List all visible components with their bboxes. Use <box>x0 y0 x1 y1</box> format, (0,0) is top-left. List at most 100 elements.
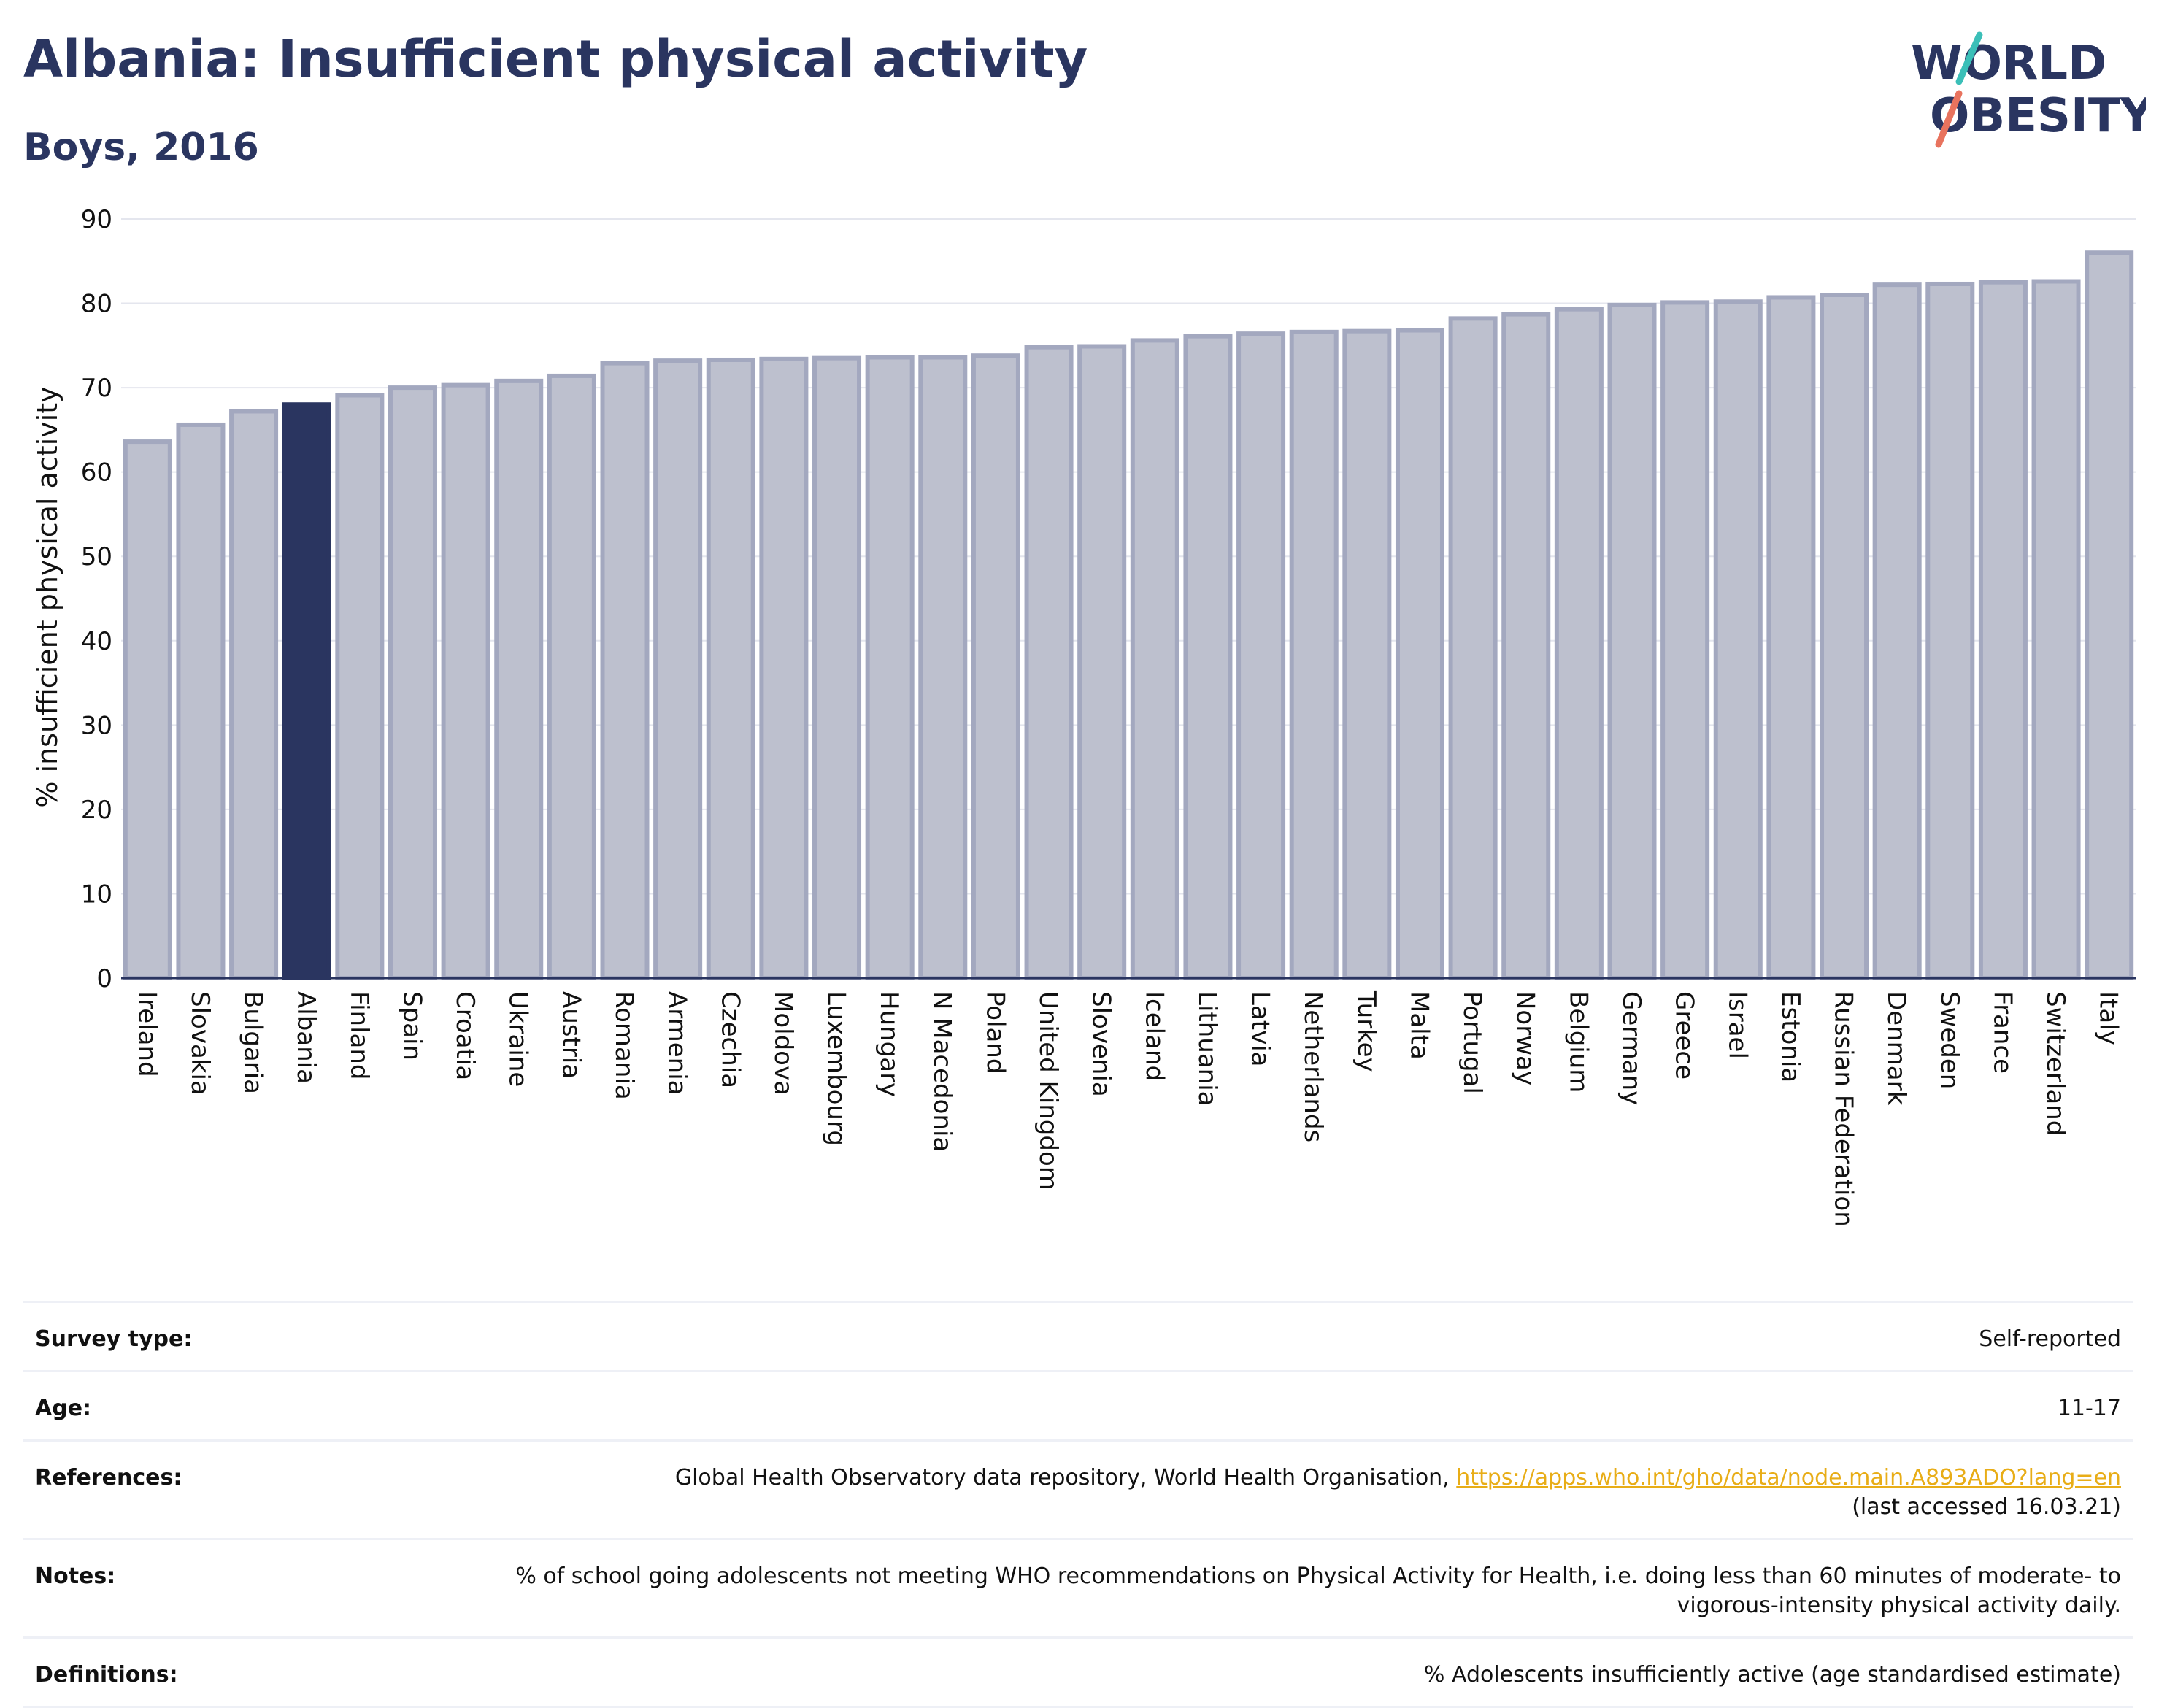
logo-slash-teal <box>1955 31 1983 85</box>
x-tick-label: Poland <box>980 991 1009 1074</box>
x-tick-label: Denmark <box>1882 991 1911 1106</box>
x-tick-label: United Kingdom <box>1034 991 1063 1190</box>
bar-armenia <box>653 358 703 980</box>
y-tick-label: 60 <box>81 458 112 488</box>
x-tick-label: Croatia <box>450 991 480 1080</box>
x-tick-label: Albania <box>291 991 320 1084</box>
x-tick-label: Ireland <box>132 991 161 1077</box>
bar-estonia <box>1766 295 1816 980</box>
y-tick-label: 50 <box>81 542 112 572</box>
x-tick-label: Austria <box>556 991 585 1079</box>
bar-germany <box>1607 302 1657 981</box>
row-key: Notes: <box>35 1563 116 1589</box>
x-tick-label: France <box>1987 991 2017 1074</box>
bar-spain <box>388 385 437 980</box>
bar-portugal <box>1448 316 1498 981</box>
y-tick-label: 70 <box>81 374 112 403</box>
y-tick-label: 10 <box>81 880 112 909</box>
bar-russian-federation <box>1820 293 1869 980</box>
bar-croatia <box>441 382 490 980</box>
logo-slash-coral <box>1935 90 1963 148</box>
bar-lithuania <box>1183 334 1233 981</box>
y-tick-label: 0 <box>96 964 112 993</box>
bar-italy <box>2085 250 2134 980</box>
bar-norway <box>1501 312 1551 981</box>
row-key: References: <box>35 1465 182 1490</box>
x-tick-label: Malta <box>1404 991 1433 1060</box>
x-tick-label: Russian Federation <box>1829 991 1858 1227</box>
reference-accessed: (last accessed 16.03.21) <box>1852 1494 2121 1520</box>
x-tick-label: Estonia <box>1776 991 1805 1082</box>
x-tick-label: Lithuania <box>1193 991 1222 1106</box>
bar-malta <box>1395 328 1444 980</box>
bar-slovenia <box>1077 344 1127 980</box>
bar-belgium <box>1554 307 1604 980</box>
bar-chart: 0 10 20 30 40 50 60 70 80 90 Ireland Slovakia Bulga… <box>31 205 2136 1227</box>
bar-netherlands <box>1289 329 1339 981</box>
x-tick-label: Slovakia <box>185 991 215 1096</box>
reference-link[interactable]: https://apps.who.int/gho/data/node.main.… <box>1456 1465 2121 1490</box>
x-tick-label: Czechia <box>715 991 744 1088</box>
row-references: References: Global Health Observatory da… <box>23 1439 2133 1538</box>
x-tick-label: Greece <box>1670 991 1699 1080</box>
bar-latvia <box>1236 331 1286 980</box>
logo-line1: WORLD <box>1911 36 2106 91</box>
row-key: Age: <box>35 1396 92 1421</box>
x-tick-label: Moldova <box>769 991 798 1096</box>
x-tick-label: Israel <box>1723 991 1752 1059</box>
row-value: % Adolescents insufficiently active (age… <box>1423 1662 2121 1688</box>
x-tick-label: Norway <box>1511 991 1540 1085</box>
y-tick-label: 90 <box>81 205 112 234</box>
x-tick-label: Sweden <box>1935 991 1964 1089</box>
bar-ireland <box>123 439 172 980</box>
y-tick-label: 40 <box>81 627 112 656</box>
x-tick-label: Finland <box>345 991 374 1080</box>
bar-finland <box>335 393 385 980</box>
y-tick-label: 20 <box>81 796 112 825</box>
x-tick-label: Portugal <box>1458 991 1487 1094</box>
x-tick-label: Armenia <box>663 991 692 1096</box>
row-value: Self-reported <box>1979 1326 2121 1352</box>
bar-united-kingdom <box>1024 345 1074 980</box>
bar-poland <box>971 353 1020 980</box>
x-tick-label: Bulgaria <box>239 991 268 1094</box>
x-tick-label: Switzerland <box>2041 991 2070 1136</box>
x-tick-label: Netherlands <box>1298 991 1328 1142</box>
bar-france <box>1978 280 2028 980</box>
x-tick-label: Hungary <box>874 991 904 1097</box>
x-tick-label: Romania <box>609 991 639 1100</box>
bars <box>123 250 2134 981</box>
row-value: 11-17 <box>2057 1396 2121 1421</box>
x-tick-label: N Macedonia <box>928 991 957 1152</box>
bar-bulgaria <box>229 409 279 980</box>
bar-czechia <box>706 357 755 980</box>
page-subtitle: Boys, 2016 <box>23 126 259 169</box>
page-title: Albania: Insufficient physical activity <box>23 29 1088 89</box>
bar-moldova <box>759 356 809 981</box>
row-survey-type: Survey type: Self-reported <box>23 1301 2133 1370</box>
bar-slovakia <box>176 422 226 980</box>
x-tick-label: Belgium <box>1563 991 1593 1093</box>
y-tick-labels: 0 10 20 30 40 50 60 70 80 90 <box>81 205 112 993</box>
y-axis-label: % insufficient physical activity <box>31 386 64 807</box>
x-tick-label: Ukraine <box>504 991 533 1087</box>
row-notes: Notes: % of school going adolescents not… <box>23 1538 2133 1636</box>
info-table: Survey type: Self-reported Age: 11-17 Re… <box>23 1301 2133 1708</box>
row-key: Definitions: <box>35 1662 178 1688</box>
bar-israel <box>1713 299 1763 980</box>
bar-iceland <box>1130 338 1179 980</box>
bar-ukraine <box>494 378 544 980</box>
bar-albania <box>282 402 331 980</box>
x-tick-labels: Ireland Slovakia Bulgaria Albania Finland Spa… <box>132 990 2123 1227</box>
bar-switzerland <box>2031 279 2081 980</box>
bar-greece <box>1660 300 1710 980</box>
row-value: Global Health Observatory data repositor… <box>675 1463 2121 1522</box>
x-tick-label: Germany <box>1617 991 1646 1105</box>
bar-romania <box>600 361 650 981</box>
x-tick-label: Iceland <box>1139 991 1169 1081</box>
row-definitions: Definitions: % Adolescents insufficientl… <box>23 1636 2133 1708</box>
world-obesity-logo: WORLD OBESITY <box>1911 31 2146 148</box>
x-tick-label: Slovenia <box>1087 991 1116 1097</box>
bar-n-macedonia <box>918 355 968 980</box>
bar-austria <box>547 373 596 980</box>
